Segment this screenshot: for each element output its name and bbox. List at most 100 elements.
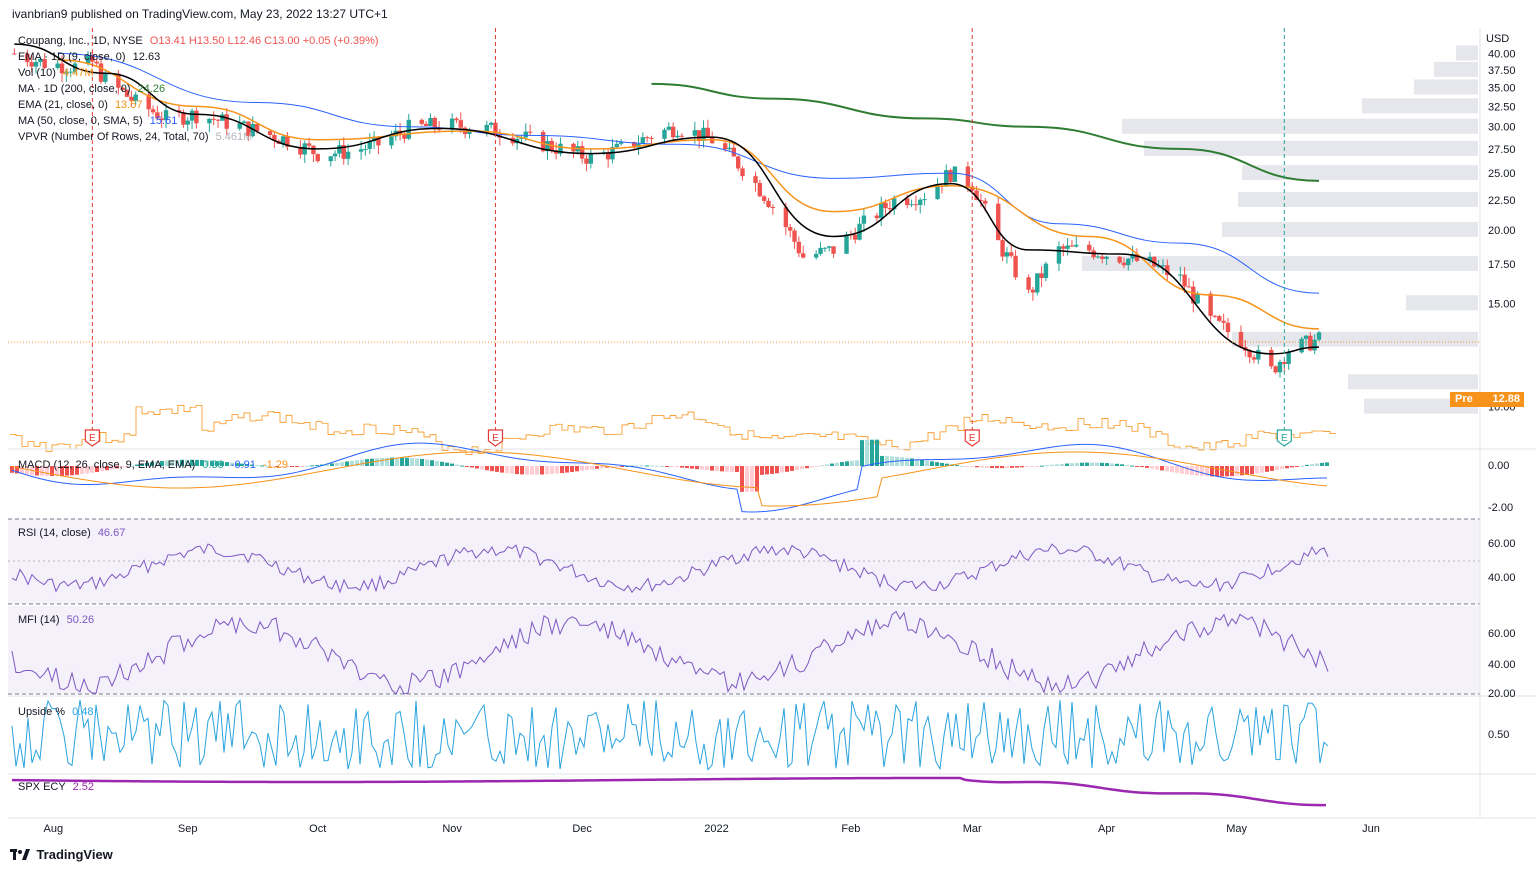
candle-body (181, 112, 186, 125)
candle-body (1316, 332, 1322, 340)
legend-ma50-row[interactable]: MA (50, close, 0, SMA, 5) 15.61 (18, 113, 379, 129)
mfi-pane[interactable] (8, 606, 1480, 695)
macd-bar (380, 457, 384, 466)
candle-body (692, 130, 698, 136)
candle-body (163, 110, 169, 121)
macd-bar (660, 465, 664, 467)
legend-ema9-row[interactable]: EMA · 1D (9, close, 0) 12.63 (18, 49, 379, 65)
macd-bar (615, 466, 619, 467)
time-axis-ticks[interactable]: Aug Sep Oct Nov Dec 2022 Feb Mar Apr May Jun (44, 823, 1380, 835)
candle-body (883, 202, 888, 209)
candle-body (571, 143, 576, 152)
price-tick-label: 15.00 (1488, 298, 1516, 310)
candle-body (1056, 246, 1062, 264)
candle-body (94, 61, 99, 64)
rsi-pane[interactable] (8, 518, 1480, 605)
macd-bar (550, 466, 554, 474)
pane-tick-label: 60.00 (1488, 538, 1516, 550)
legend-symbol-row[interactable]: Coupang, Inc., 1D, NYSE O13.41 H13.50 L1… (18, 33, 379, 49)
spx-pane[interactable] (8, 773, 1536, 807)
earnings-badge[interactable] (964, 429, 980, 447)
legend-mfi[interactable]: MFI (14) 50.26 (18, 612, 94, 628)
candle-body (822, 247, 828, 249)
price-tick-label: 32.50 (1488, 101, 1516, 113)
macd-bar (725, 466, 729, 472)
macd-bar (460, 465, 464, 467)
candle-body (944, 170, 949, 187)
macd-bar (675, 466, 679, 468)
macd-bar (570, 466, 574, 472)
macd-bar (1280, 466, 1284, 470)
chart-svg[interactable]: E E E E 40.00 37.50 35.00 32.50 30.00 27.50 25.00… (0, 28, 1536, 848)
earnings-badge[interactable] (1276, 429, 1292, 447)
candle-body (1282, 361, 1287, 364)
macd-pane[interactable] (8, 439, 1536, 513)
candle-body (419, 119, 424, 124)
legend-rsi-label: RSI (14, close) (18, 527, 91, 539)
macd-bar (1210, 466, 1214, 477)
candle-body (423, 123, 429, 126)
candle-body (146, 94, 151, 110)
legend-vol-row[interactable]: Vol (10) 4.47M (18, 65, 379, 81)
macd-bar (465, 466, 469, 467)
rsi-line (11, 543, 1329, 594)
macd-bar (590, 466, 594, 470)
earnings-badge[interactable] (84, 429, 100, 447)
legend-ema21-row[interactable]: EMA (21, close, 0) 13.57 (18, 97, 379, 113)
earnings-badge[interactable] (487, 429, 504, 447)
vpvr-row (1144, 140, 1478, 156)
mfi-line (11, 610, 1329, 695)
macd-bar (140, 463, 144, 466)
candle-body (376, 136, 381, 146)
macd-bar (1290, 466, 1294, 468)
macd-bar (470, 466, 474, 468)
footer-brand[interactable]: TradingView (10, 846, 113, 864)
candle-body (1009, 252, 1014, 256)
macd-bar (1000, 466, 1004, 469)
macd-bar (270, 466, 274, 467)
legend-spx[interactable]: SPX ECY 2.52 (18, 779, 94, 795)
candle-body (1035, 273, 1040, 293)
macd-bar (130, 465, 134, 467)
legend-macd[interactable]: MACD (12, 26, close, 9, EMA, EMA) 0.38 -… (18, 457, 288, 473)
macd-bar (240, 463, 244, 466)
legend-upside[interactable]: Upside % 0.48 (18, 704, 94, 720)
candle-body (892, 198, 897, 210)
legend-macd-v3: -1.29 (262, 459, 289, 471)
pane-tick-label: -2.00 (1488, 502, 1513, 514)
macd-bar (55, 466, 59, 477)
legend-ema21-label: EMA (21, close, 0) (18, 99, 108, 111)
macd-bar (40, 466, 44, 476)
macd-bar (545, 466, 549, 475)
legend-ma200-row[interactable]: MA · 1D (200, close, 0) 24.26 (18, 81, 379, 97)
candle-body (787, 227, 793, 231)
macd-bar (500, 466, 504, 473)
vpvr-row (1362, 98, 1478, 114)
candle-body (1156, 265, 1161, 267)
candle-body (185, 120, 190, 125)
legend-vpvr-row[interactable]: VPVR (Number Of Rows, 24, Total, 70) 5.4… (18, 129, 379, 145)
legend-rsi[interactable]: RSI (14, close) 46.67 (18, 525, 125, 541)
macd-bar (650, 465, 654, 467)
macd-bar (135, 464, 139, 466)
legend-symbol: Coupang, Inc., 1D, NYSE (18, 35, 143, 47)
candle-body (159, 118, 164, 121)
candle-body (696, 130, 702, 141)
upside-pane[interactable] (8, 695, 1536, 771)
candle-body (29, 62, 34, 67)
price-tick-label: 22.50 (1488, 195, 1516, 207)
macd-bar (830, 463, 834, 466)
vpvr-row (1082, 256, 1478, 272)
candle-body (757, 182, 763, 197)
price-axis-ticks[interactable]: 40.00 37.50 35.00 32.50 30.00 27.50 25.00 22.50… (1488, 48, 1516, 741)
macd-bar (25, 466, 29, 475)
macd-bar (1150, 466, 1154, 469)
macd-bar (990, 466, 994, 469)
candle-body (701, 127, 706, 141)
macd-bar (960, 465, 964, 467)
candle-body (766, 200, 771, 208)
macd-bar (150, 462, 154, 466)
candle-body (970, 186, 975, 191)
candle-body (770, 207, 776, 209)
